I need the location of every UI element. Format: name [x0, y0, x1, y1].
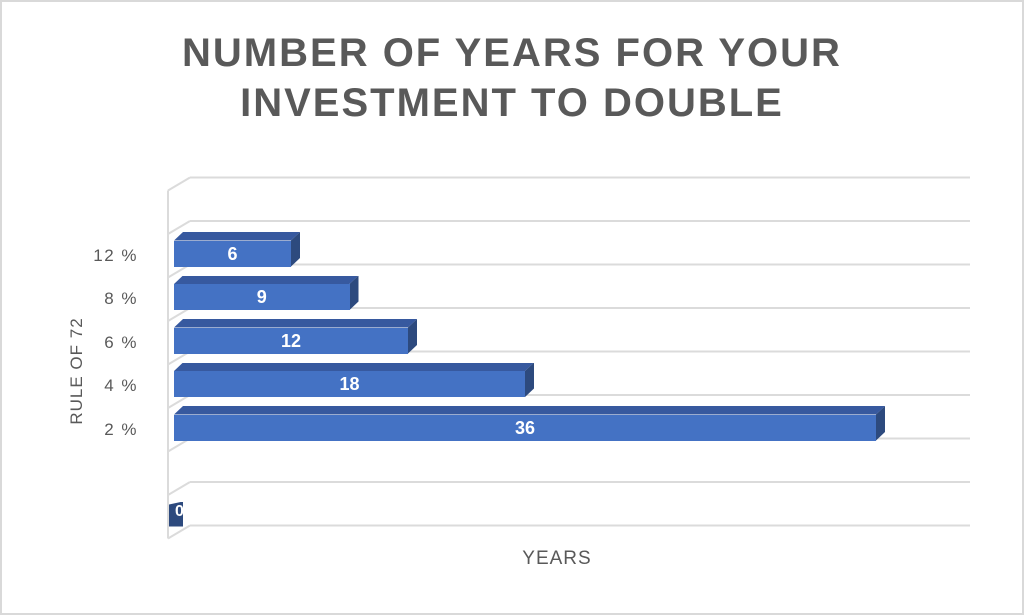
chart-title: NUMBER OF YEARS FOR YOUR INVESTMENT TO D… — [2, 28, 1022, 128]
category-label: 6 % — [104, 332, 138, 352]
chart-title-line2: INVESTMENT TO DOUBLE — [240, 81, 784, 125]
bar-value-label: 36 — [514, 417, 536, 438]
bar-value-label: 9 — [256, 287, 267, 307]
bar — [174, 414, 876, 441]
bar — [174, 284, 350, 310]
bar-side-face — [408, 319, 417, 354]
bar-value-label: 6 — [227, 243, 238, 264]
bar-value-label: 0 — [175, 503, 183, 521]
x-axis-title: YEARS — [522, 548, 592, 569]
bar-side-face — [876, 406, 885, 441]
bar-side-face — [291, 232, 300, 267]
bar-top-face — [174, 363, 534, 372]
bar-value-label: 12 — [280, 330, 302, 351]
category-label: 8 % — [104, 289, 138, 308]
bar-side-face — [350, 276, 359, 311]
bar-value-label: 18 — [339, 374, 360, 394]
category-label: 12 % — [93, 245, 138, 265]
bar-side-face — [525, 363, 534, 398]
bar-top-face — [174, 276, 359, 285]
category-label: 2 % — [104, 419, 138, 439]
y-axis-title: RULE OF 72 — [67, 317, 86, 425]
bar — [174, 327, 408, 354]
bar — [174, 371, 525, 397]
bar-top-face — [174, 319, 417, 328]
bar-top-face — [174, 232, 300, 241]
bar — [174, 240, 291, 267]
chart-title-line1: NUMBER OF YEARS FOR YOUR — [182, 31, 842, 75]
zero-bar: 0 — [169, 501, 183, 527]
category-label: 4 % — [104, 376, 138, 395]
bar-top-face — [174, 406, 885, 415]
